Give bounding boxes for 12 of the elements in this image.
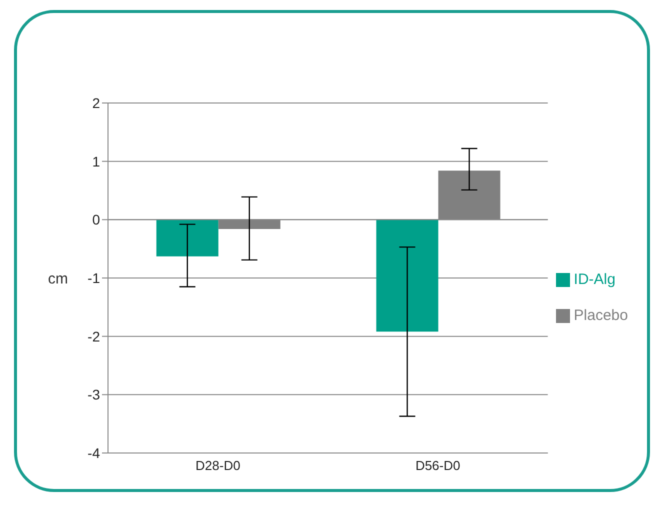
legend-label: Placebo [574,307,628,324]
y-tick-label: -1 [88,270,100,286]
y-tick-label: 0 [92,212,100,228]
y-tick-label: 2 [92,94,100,111]
x-tick-label: D56-D0 [415,458,460,474]
y-tick-label: 1 [92,153,100,170]
y-tick-label: -2 [88,328,100,344]
x-tick-label: D28-D0 [196,458,240,474]
y-axis-title: cm [48,270,68,288]
legend-label: ID-Alg [574,271,616,288]
y-tick-label: -3 [88,386,100,403]
y-tick-label: -4 [88,444,100,461]
